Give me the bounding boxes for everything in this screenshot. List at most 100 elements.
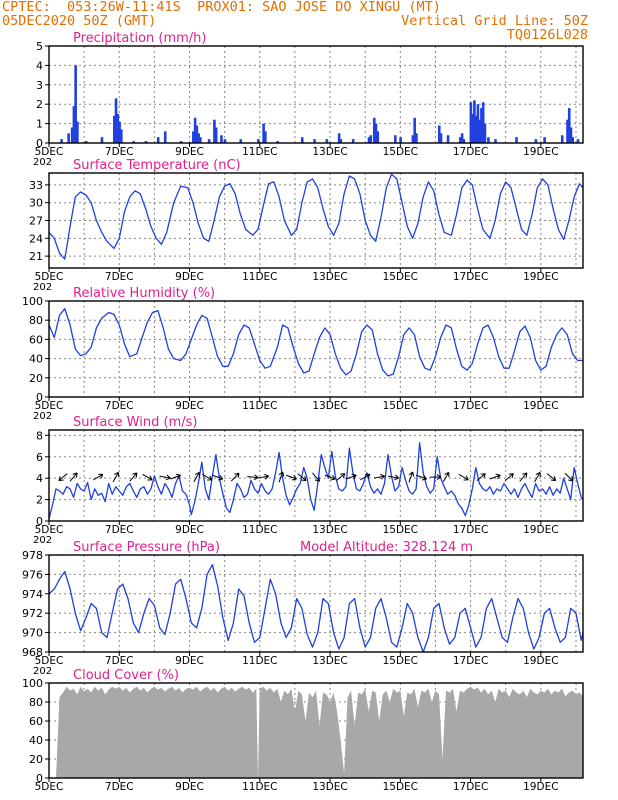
wind-arrow: [129, 472, 138, 482]
precip-bar: [84, 141, 88, 143]
y-tick-label: 974: [22, 588, 43, 601]
panel-title: Surface Pressure (hPa): [73, 540, 220, 555]
panel-title: Surface Temperature (nC): [73, 158, 241, 173]
panel-title: Cloud Cover (%): [73, 668, 179, 683]
precip-bar: [474, 115, 478, 143]
x-tick-label: 13DEC: [312, 400, 347, 412]
precip-bar: [471, 113, 474, 143]
panel-precip: 0 1 2 3 4 5 5DEC 7DEC 9DEC 11DEC 13DEC 15DEC 17DEC 19…: [33, 31, 584, 168]
wind-arrow: [247, 474, 259, 481]
precip-bar: [100, 137, 104, 143]
x-year-label: 202: [33, 535, 52, 546]
y-tick-label: 970: [22, 627, 43, 640]
precip-bar: [276, 141, 279, 143]
precip-bar: [74, 65, 77, 143]
x-tick-label: 7DEC: [105, 781, 134, 793]
y-tick-label: 80: [29, 696, 43, 709]
header-line-3-right: TQ0126L028: [506, 27, 588, 43]
y-tick-label: 0: [36, 515, 43, 528]
precip-bar: [460, 133, 464, 143]
precip-bar: [399, 137, 402, 143]
y-tick-label: 972: [22, 607, 43, 620]
wind-arrow: [193, 471, 200, 483]
x-tick-label: 7DEC: [105, 400, 134, 412]
x-tick-label: 9DEC: [175, 146, 204, 158]
x-tick-label: 9DEC: [175, 400, 204, 412]
wind-arrow: [112, 471, 120, 483]
precip-bar: [67, 133, 70, 143]
panel-frame: [48, 300, 584, 398]
x-tick-label: 9DEC: [175, 271, 204, 283]
wind-arrow: [69, 472, 78, 482]
x-tick-label: 19DEC: [523, 655, 558, 667]
precip-bar: [413, 117, 416, 143]
x-tick-label: 7DEC: [105, 271, 134, 283]
wind-arrow: [416, 474, 427, 481]
precip-bar: [374, 123, 378, 143]
precip-bar: [163, 131, 167, 143]
x-tick-label: 13DEC: [312, 524, 347, 536]
precip-bar: [132, 141, 135, 143]
y-tick-label: 40: [29, 353, 43, 366]
x-tick-label: 17DEC: [453, 655, 488, 667]
panel-title: Precipitation (mm/h): [73, 31, 206, 46]
panel-title: Relative Humidity (%): [73, 286, 215, 301]
x-tick-label: 5DEC: [35, 146, 64, 158]
y-tick-label: 4: [36, 59, 43, 72]
x-tick-label: 9DEC: [175, 655, 204, 667]
precip-bar: [179, 141, 183, 143]
wind-arrow: [458, 473, 469, 481]
panel-frame: [48, 429, 584, 522]
precip-bar: [351, 139, 355, 143]
header-line-2-right: Vertical Grid Line: 50Z: [401, 13, 588, 29]
y-tick-label: 20: [29, 753, 43, 766]
x-tick-label: 5DEC: [35, 271, 64, 283]
y-tick-label: 5: [36, 40, 43, 53]
wind-arrow: [257, 473, 270, 480]
wind-arrow: [202, 473, 213, 481]
x-tick-label: 7DEC: [105, 655, 134, 667]
wind-arrow: [324, 474, 336, 481]
wind-arrow: [336, 473, 346, 482]
precip-bar: [114, 98, 118, 143]
wind-arrow: [278, 471, 285, 483]
x-tick-label: 15DEC: [383, 400, 418, 412]
wind-arrow: [504, 473, 514, 482]
x-tick-label: 13DEC: [312, 146, 347, 158]
x-tick-label: 5DEC: [35, 655, 64, 667]
precip-bar: [439, 133, 443, 143]
x-tick-label: 15DEC: [383, 271, 418, 283]
wind-arrow: [58, 473, 68, 482]
panel-extra-label: Model Altitude: 328.124 m: [300, 540, 473, 555]
precip-bar: [112, 115, 116, 143]
wind-arrow: [159, 474, 171, 481]
panel-title: Surface Wind (m/s): [73, 415, 197, 430]
precip-bar: [571, 137, 575, 143]
y-tick-label: 21: [29, 250, 43, 263]
x-tick-label: 15DEC: [383, 655, 418, 667]
header-line-1: CPTEC: 053:26W-11:41S PROX01: SAO JOSE D…: [2, 0, 441, 15]
wind-arrow: [170, 473, 182, 480]
precip-bar: [483, 123, 487, 143]
x-tick-label: 13DEC: [312, 271, 347, 283]
precip-bar: [70, 127, 74, 143]
y-tick-label: 100: [22, 295, 43, 308]
x-year-label: 202: [33, 282, 52, 293]
precip-bar: [144, 141, 148, 143]
precip-bar: [313, 139, 316, 143]
precip-bar: [72, 106, 76, 143]
y-tick-label: 33: [29, 179, 43, 192]
precip-bar: [543, 137, 546, 143]
y-tick-label: 6: [36, 451, 43, 464]
wind-arrow: [546, 473, 557, 482]
x-tick-label: 19DEC: [523, 524, 558, 536]
y-tick-label: 80: [29, 314, 43, 327]
precip-bar: [214, 127, 218, 143]
x-tick-label: 17DEC: [453, 271, 488, 283]
x-year-label: 202: [33, 157, 52, 168]
precip-bar: [437, 125, 441, 143]
precip-bar: [560, 135, 564, 143]
y-tick-label: 60: [29, 715, 43, 728]
y-tick-label: 1: [36, 118, 43, 131]
